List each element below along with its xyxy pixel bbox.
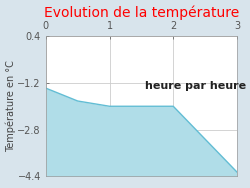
Title: Evolution de la température: Evolution de la température — [44, 6, 239, 20]
Y-axis label: Température en °C: Température en °C — [6, 60, 16, 152]
Text: heure par heure: heure par heure — [144, 81, 246, 91]
